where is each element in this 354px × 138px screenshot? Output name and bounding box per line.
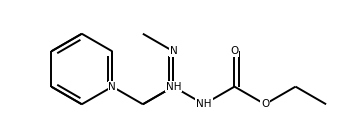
Text: N: N	[170, 46, 177, 56]
Text: O: O	[230, 46, 239, 56]
Text: O: O	[261, 99, 269, 109]
Text: NH: NH	[196, 99, 212, 109]
Text: N: N	[108, 82, 116, 92]
Text: NH: NH	[166, 82, 181, 92]
